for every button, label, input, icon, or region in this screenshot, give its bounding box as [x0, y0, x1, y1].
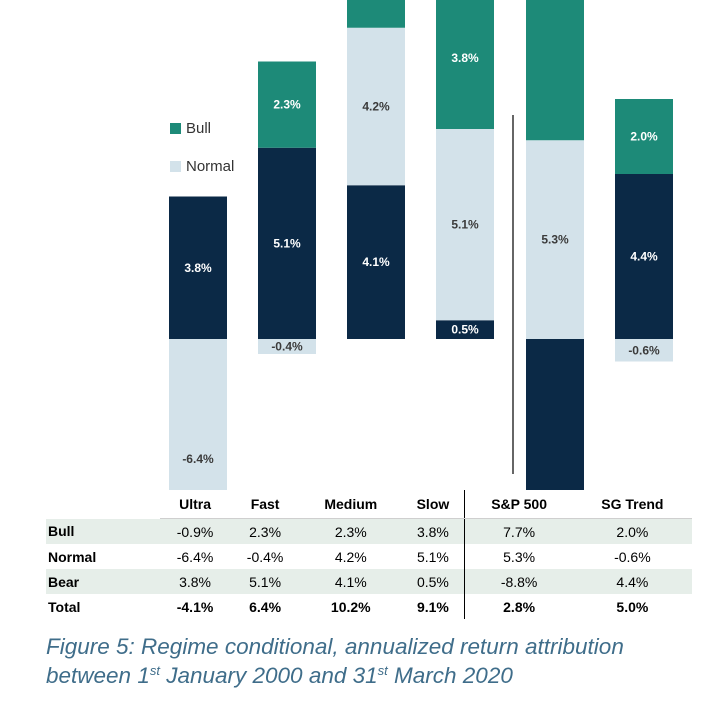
data-label: -0.6% — [628, 343, 660, 357]
table-row-bear: Bear 3.8% 5.1% 4.1% 0.5% -8.8% 4.4% — [46, 569, 692, 594]
table-cell: -4.1% — [176, 598, 214, 615]
table-cell: 2.3% — [230, 518, 301, 544]
data-label: 3.8% — [451, 51, 479, 65]
row-label: Bear — [46, 569, 160, 594]
bar-slow-bear — [436, 320, 494, 339]
bar-sg-trend-bear — [615, 174, 673, 339]
data-label: 2.0% — [630, 130, 658, 144]
bar-s-p-500-bull — [526, 0, 584, 141]
table-cell: 4.1% — [300, 569, 402, 594]
data-label: 5.1% — [273, 236, 301, 250]
bar-ultra-bear — [169, 196, 227, 339]
table-cell: 2.0% — [572, 518, 692, 544]
bar-slow-normal — [436, 129, 494, 321]
table-header-ultra: Ultra — [160, 490, 231, 519]
data-label: -6.4% — [182, 452, 214, 466]
table-row-total: Total -4.1% 6.4% 10.2% 9.1% 2.8% 5.0% — [46, 594, 692, 619]
bar-sg-trend-normal — [615, 339, 673, 362]
table-cell: -8.8% — [464, 569, 573, 594]
data-label: 5.3% — [541, 233, 569, 247]
caption-text: March 2020 — [387, 663, 513, 688]
stacked-bar-chart: BullNormalBear 3.8%-6.4%-0.9%5.1%-0.4%2.… — [169, 0, 673, 490]
chart-bars — [169, 0, 673, 490]
data-label: 4.2% — [362, 100, 390, 114]
table-header-blank — [46, 490, 160, 519]
table-cell: -6.4% — [176, 548, 214, 565]
table-cell: 5.0% — [616, 598, 649, 615]
table-header-sg-trend: SG Trend — [572, 490, 692, 519]
caption-text: Figure 5: Regime conditional, annualized… — [46, 634, 624, 688]
data-label: -0.4% — [271, 340, 303, 354]
table-cell: -0.4% — [246, 548, 284, 565]
table-cell: 4.4% — [572, 569, 692, 594]
table-header-slow: Slow — [401, 490, 465, 519]
caption-superscript: st — [377, 663, 388, 678]
table-cell: -0.6% — [614, 548, 651, 565]
row-label: Normal — [48, 548, 97, 565]
table-row-normal: Normal -6.4% -0.4% 4.2% 5.1% 5.3% -0.6% — [46, 544, 692, 569]
bar-sg-trend-bull — [615, 99, 673, 174]
table-cell: 3.8% — [401, 518, 465, 544]
data-label: 3.8% — [184, 261, 212, 275]
bar-ultra-normal — [169, 339, 227, 490]
table-cell: 0.5% — [401, 569, 465, 594]
legend-label-normal: Normal — [186, 158, 234, 175]
attribution-table: Ultra Fast Medium Slow S&P 500 SG Trend … — [46, 490, 692, 619]
table-cell: 3.8% — [160, 569, 231, 594]
bar-medium-bear — [347, 185, 405, 339]
table-cell: 5.1% — [416, 548, 449, 565]
data-label: 5.1% — [451, 218, 479, 232]
table-cell: -0.9% — [160, 518, 231, 544]
table-cell: 2.8% — [464, 594, 573, 619]
table-row-bull: Bull -0.9% 2.3% 2.3% 3.8% 7.7% 2.0% — [46, 518, 692, 544]
bar-s-p-500-bear — [526, 339, 584, 490]
data-label: 0.5% — [451, 323, 479, 337]
chart-data-labels: 3.8%-6.4%-0.9%5.1%-0.4%2.3%4.1%4.2%2.3%0… — [182, 0, 660, 466]
table-cell: 6.4% — [249, 598, 282, 615]
legend-label-bull: Bull — [186, 120, 211, 137]
bar-fast-bear — [258, 147, 316, 339]
table-cell: 9.1% — [416, 598, 449, 615]
table-header-medium: Medium — [300, 490, 402, 519]
bar-slow-bull — [436, 0, 494, 129]
row-label: Total — [48, 598, 81, 615]
bar-medium-bull — [347, 0, 405, 28]
bar-s-p-500-normal — [526, 140, 584, 339]
legend-swatch-bull — [170, 123, 181, 134]
data-label: 4.4% — [630, 250, 658, 264]
table-cell: 4.2% — [334, 548, 367, 565]
table-cell: 7.7% — [464, 518, 573, 544]
figure-caption: Figure 5: Regime conditional, annualized… — [46, 632, 706, 690]
data-label: 4.1% — [362, 255, 390, 269]
data-label: 7.7% — [541, 0, 569, 3]
table-cell: 5.3% — [464, 544, 573, 569]
bar-medium-normal — [347, 27, 405, 186]
legend-swatch-normal — [170, 161, 181, 172]
row-label: Bull — [46, 518, 160, 544]
caption-text: January 2000 and 31 — [159, 663, 378, 688]
bar-fast-bull — [258, 61, 316, 148]
table-header-sp500: S&P 500 — [464, 490, 573, 519]
table-header-row: Ultra Fast Medium Slow S&P 500 SG Trend — [46, 490, 692, 519]
table-cell: 10.2% — [330, 598, 371, 615]
table-header-fast: Fast — [230, 490, 301, 519]
data-label: 2.3% — [273, 98, 301, 112]
table-cell: 5.1% — [230, 569, 301, 594]
bar-fast-normal — [258, 339, 316, 354]
caption-superscript: st — [149, 663, 160, 678]
table-cell: 2.3% — [300, 518, 402, 544]
